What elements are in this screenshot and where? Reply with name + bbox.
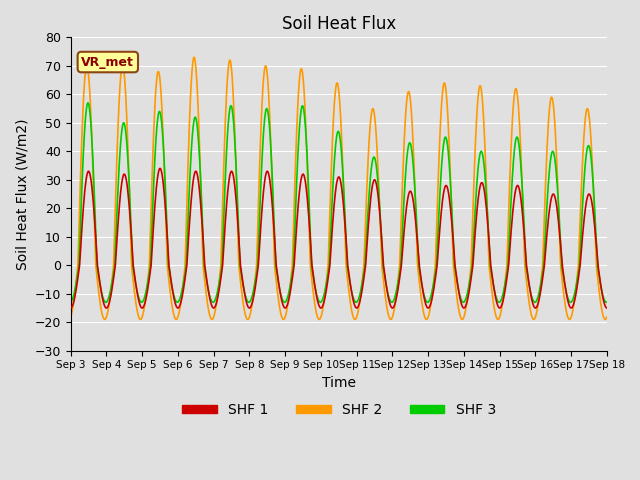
SHF 1 xyxy=(156,166,164,171)
SHF 2 xyxy=(291,180,299,186)
SHF 1 xyxy=(278,296,285,302)
SHF 3 xyxy=(291,226,299,232)
SHF 1 xyxy=(421,300,429,305)
SHF 1 xyxy=(556,231,563,237)
SHF 3 xyxy=(603,299,611,305)
SHF 1 xyxy=(509,203,517,208)
SHF 2 xyxy=(190,54,198,60)
SHF 3 xyxy=(510,154,518,159)
SHF 3 xyxy=(67,299,74,305)
Legend: SHF 1, SHF 2, SHF 3: SHF 1, SHF 2, SHF 3 xyxy=(176,397,501,422)
Line: SHF 3: SHF 3 xyxy=(70,103,607,302)
Title: Soil Heat Flux: Soil Heat Flux xyxy=(282,15,396,33)
SHF 2 xyxy=(244,316,252,322)
Line: SHF 2: SHF 2 xyxy=(70,57,607,319)
SHF 3 xyxy=(186,176,194,181)
SHF 2 xyxy=(556,247,564,252)
SHF 1 xyxy=(291,256,298,262)
SHF 2 xyxy=(185,130,193,135)
X-axis label: Time: Time xyxy=(322,376,356,390)
SHF 3 xyxy=(556,229,564,235)
SHF 2 xyxy=(510,97,518,103)
SHF 1 xyxy=(603,305,611,311)
SHF 2 xyxy=(422,316,429,322)
SHF 2 xyxy=(67,314,74,320)
Y-axis label: Soil Heat Flux (W/m2): Soil Heat Flux (W/m2) xyxy=(15,118,29,270)
SHF 2 xyxy=(278,314,285,320)
SHF 2 xyxy=(603,314,611,320)
SHF 1 xyxy=(186,221,193,227)
Line: SHF 1: SHF 1 xyxy=(70,168,607,308)
SHF 3 xyxy=(422,297,429,303)
SHF 3 xyxy=(84,100,92,106)
Text: VR_met: VR_met xyxy=(81,56,134,69)
SHF 3 xyxy=(173,300,181,305)
SHF 1 xyxy=(67,305,74,311)
SHF 3 xyxy=(278,295,285,301)
